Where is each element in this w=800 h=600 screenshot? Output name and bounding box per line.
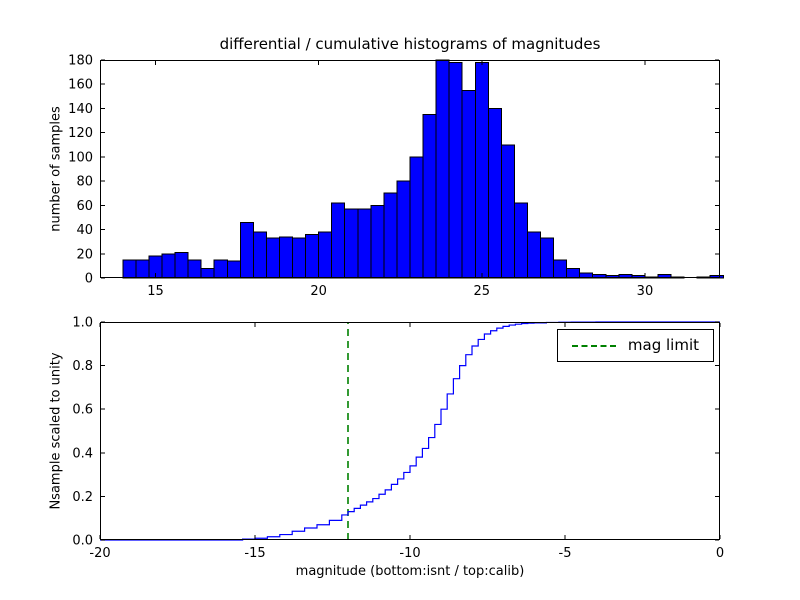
legend-label: mag limit xyxy=(627,336,699,354)
y-tick-label: 0.4 xyxy=(72,446,93,461)
y-tick-label: 0.2 xyxy=(72,490,93,505)
histogram-bar xyxy=(187,259,202,279)
bottom-y-axis-label: Nsample scaled to unity xyxy=(48,352,64,510)
top-y-axis-label: number of samples xyxy=(48,106,64,232)
x-tick-label: -20 xyxy=(89,546,110,561)
histogram-bar xyxy=(265,237,280,279)
histogram-bar xyxy=(239,221,254,279)
y-tick-label: 80 xyxy=(76,175,93,190)
y-tick-label: 0.0 xyxy=(72,534,93,549)
x-tick-label: 25 xyxy=(474,284,491,299)
axes-frame xyxy=(100,322,720,540)
histogram-bar xyxy=(370,204,385,279)
histogram-bar xyxy=(292,237,307,279)
y-tick-label: 60 xyxy=(76,199,93,214)
histogram-bar xyxy=(252,231,267,279)
bottom-cumulative-plot: -20 -15 -10 -5 0 0.0 0.2 0.4 0.6 0.8 1.0 xyxy=(72,316,724,562)
histogram-bar xyxy=(553,259,568,279)
histogram-bar xyxy=(161,253,176,279)
histogram-bar xyxy=(500,144,515,279)
legend: mag limit xyxy=(556,329,714,362)
histogram-bar xyxy=(344,208,359,279)
histogram-bar xyxy=(526,231,542,279)
histogram-bar xyxy=(474,61,489,279)
histogram-bar xyxy=(200,267,215,279)
x-tick-label: -10 xyxy=(399,546,420,561)
histogram-bar xyxy=(409,156,424,279)
histogram-bar xyxy=(357,208,372,279)
y-tick-label: 0.8 xyxy=(72,359,93,374)
y-tick-label: 1.0 xyxy=(72,316,93,331)
histogram-bar xyxy=(331,202,346,279)
cumulative-line xyxy=(100,321,720,541)
y-tick-label: 120 xyxy=(68,126,93,141)
histogram-bar xyxy=(278,236,294,279)
histogram-bar xyxy=(566,267,581,279)
histogram-bar xyxy=(461,89,476,279)
top-histogram-plot: 15 20 25 30 0 20 40 60 80 100 120 140 160 180 xyxy=(68,54,724,299)
histogram-bar xyxy=(383,192,398,279)
y-tick-label: 0.6 xyxy=(72,403,93,418)
histogram-bar xyxy=(226,260,241,279)
histogram-bar xyxy=(122,259,137,279)
axes: -20 -15 -10 -5 0 0.0 0.2 0.4 0.6 0.8 1.0 xyxy=(72,316,724,562)
y-tick-label: 180 xyxy=(68,54,93,69)
y-tick-label: 140 xyxy=(68,102,93,117)
axes: 15 20 25 30 0 20 40 60 80 100 120 140 160 180 xyxy=(68,54,720,299)
histogram-bar xyxy=(213,259,228,279)
histogram-bar xyxy=(487,107,502,279)
histogram-bar xyxy=(305,233,320,279)
x-axis-label: magnitude (bottom:isnt / top:calib) xyxy=(295,564,525,579)
x-tick-label: 30 xyxy=(637,284,654,299)
x-tick-label: -15 xyxy=(244,546,265,561)
x-tick-label: 20 xyxy=(310,284,327,299)
histogram-bar xyxy=(318,231,333,279)
histogram-bar xyxy=(396,180,411,279)
x-tick-label: 0 xyxy=(716,546,724,561)
histogram-bar xyxy=(513,202,528,279)
y-tick-label: 20 xyxy=(76,247,93,262)
axes-frame xyxy=(100,60,720,278)
histogram-bar xyxy=(435,59,450,279)
histogram-bar xyxy=(174,252,189,279)
legend-dashed-line-sample xyxy=(571,344,616,347)
histogram-bar xyxy=(422,114,437,279)
y-tick-label: 160 xyxy=(68,78,93,93)
x-tick-label: -5 xyxy=(559,546,572,561)
histogram-bar xyxy=(135,259,150,279)
y-tick-label: 0 xyxy=(85,272,93,287)
x-tick-label: 15 xyxy=(147,284,164,299)
chart-title: differential / cumulative histograms of … xyxy=(219,35,601,53)
y-tick-label: 100 xyxy=(68,150,93,165)
histogram-bar xyxy=(448,61,463,279)
histogram-bar xyxy=(540,237,555,279)
y-tick-label: 40 xyxy=(76,223,93,238)
